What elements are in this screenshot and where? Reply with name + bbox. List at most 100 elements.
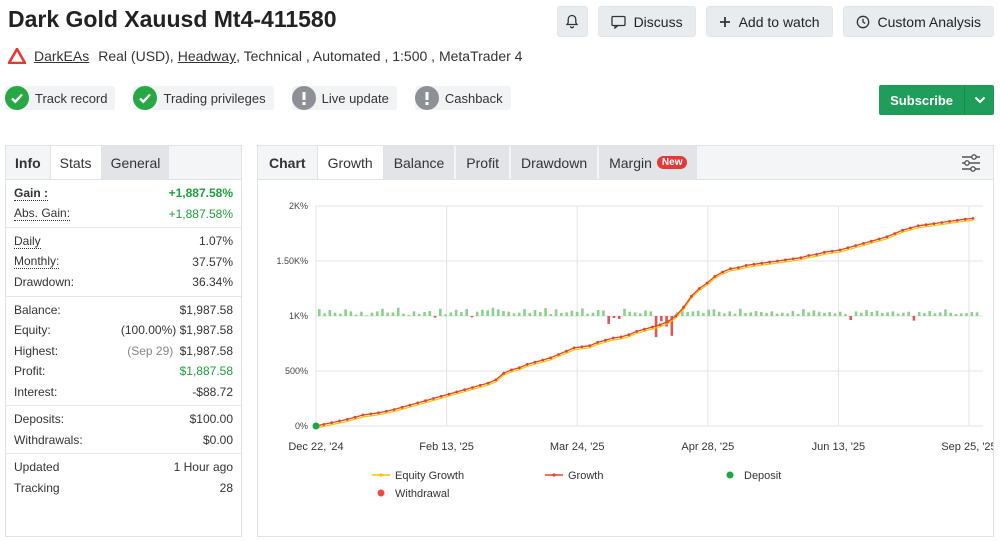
change-bar	[391, 312, 395, 316]
badge-live-update[interactable]: Live update	[291, 86, 397, 110]
growth-point	[963, 217, 967, 221]
discuss-button[interactable]: Discuss	[597, 6, 696, 37]
change-bar	[491, 307, 495, 316]
subscribe-button[interactable]: Subscribe	[879, 85, 994, 115]
stat-row: Tracking 28	[6, 478, 241, 499]
chat-icon	[610, 15, 626, 29]
tab-drawdown[interactable]: Drawdown	[510, 146, 600, 179]
growth-point	[682, 305, 686, 309]
stat-value-text: $1,987.58	[179, 323, 233, 338]
change-bar	[586, 313, 589, 316]
change-bar	[849, 316, 853, 320]
change-bar	[791, 311, 795, 316]
change-bar	[949, 312, 953, 316]
change-bar	[649, 311, 653, 316]
growth-point	[431, 397, 435, 400]
chevron-down-icon[interactable]	[964, 85, 994, 115]
badge-track-record[interactable]: Track record	[5, 86, 116, 110]
growth-point	[690, 294, 693, 298]
change-bar	[749, 312, 753, 316]
page-title: Dark Gold Xauusd Mt4-411580	[8, 6, 337, 32]
chart-panel: Chart Growth Balance Profit Drawdown Mar…	[257, 145, 994, 537]
change-bar	[717, 311, 721, 316]
tab-stats[interactable]: Stats	[49, 146, 102, 179]
stat-value-text: $1,887.58	[179, 364, 233, 379]
change-bar	[507, 311, 511, 316]
change-bar	[554, 309, 558, 316]
notify-button[interactable]	[556, 6, 588, 37]
tab-growth[interactable]: Growth	[316, 146, 384, 179]
change-bar	[318, 309, 321, 316]
change-bar	[833, 313, 837, 316]
tab-info[interactable]: Info	[15, 154, 41, 171]
change-bar	[402, 313, 405, 316]
stat-key[interactable]: Monthly:	[14, 254, 60, 270]
sliders-icon[interactable]	[961, 154, 981, 172]
change-bar	[760, 312, 763, 316]
owner-link[interactable]: DarkEAs	[34, 48, 90, 64]
stat-value: $100.00	[190, 412, 233, 426]
change-bar	[323, 313, 326, 316]
tab-margin[interactable]: Margin New	[599, 146, 700, 179]
change-bar	[770, 311, 774, 316]
change-bar	[475, 311, 479, 316]
stat-key: Withdrawals:	[14, 432, 83, 447]
change-bar	[928, 311, 931, 316]
change-bar	[670, 316, 674, 336]
broker-link[interactable]: Headway	[177, 48, 237, 64]
change-bar	[959, 313, 963, 316]
custom-analysis-button[interactable]: Custom Analysis	[842, 6, 994, 37]
change-bar	[381, 308, 384, 316]
change-bar	[681, 308, 684, 316]
change-bar	[607, 316, 611, 324]
growth-point	[572, 346, 576, 350]
growth-point	[549, 356, 553, 360]
stat-value-text: 28	[219, 480, 233, 495]
change-bar	[360, 311, 363, 316]
legend-label: Growth	[568, 470, 603, 482]
stat-row: Highest: (Sep 29) $1,987.58	[6, 341, 241, 362]
growth-point	[869, 239, 873, 243]
tab-balance[interactable]: Balance	[383, 146, 457, 179]
stat-key: Highest:	[14, 343, 59, 358]
change-bar	[686, 312, 689, 316]
growth-point	[447, 392, 451, 396]
stat-row: Deposits: $100.00	[6, 409, 241, 430]
tab-profit[interactable]: Profit	[456, 146, 511, 179]
growth-line	[315, 217, 974, 427]
stat-key[interactable]: Abs. Gain:	[14, 206, 71, 222]
badge-cashback[interactable]: Cashback	[414, 86, 511, 110]
growth-point	[783, 258, 787, 262]
growth-chart: 0% 500% 1K% 1.50K% 2K% Dec 22, '24 Feb 13, '25…	[276, 201, 993, 500]
growth-point	[471, 386, 474, 389]
stat-value-text: $1,987.58	[179, 343, 233, 358]
change-bar	[870, 312, 874, 316]
add-to-watch-label: Add to watch	[738, 13, 820, 30]
growth-point	[517, 366, 521, 370]
badge-trading-privileges[interactable]: Trading privileges	[133, 86, 274, 110]
stat-key: Tracking	[14, 480, 60, 495]
add-to-watch-button[interactable]: Add to watch	[705, 6, 833, 37]
growth-point	[596, 341, 599, 344]
change-bar	[781, 312, 784, 316]
stat-key[interactable]: Daily	[14, 233, 41, 249]
stat-row: Gain : +1,887.58%	[6, 183, 241, 204]
growth-point	[338, 419, 341, 423]
growth-point	[580, 345, 584, 349]
change-bar	[591, 312, 595, 316]
growth-point	[697, 287, 701, 290]
change-bar	[470, 316, 474, 318]
growth-point	[603, 338, 607, 342]
stat-value-text: $0.00	[202, 432, 233, 447]
change-bar	[933, 313, 937, 316]
stat-value-note: (100.00%)	[120, 323, 177, 338]
growth-point	[674, 314, 678, 318]
stat-key[interactable]: Gain :	[14, 185, 49, 201]
change-bar	[907, 311, 910, 316]
tab-general[interactable]: General	[101, 146, 170, 179]
change-bar	[407, 315, 411, 316]
growth-point	[424, 399, 427, 403]
stat-value: 28	[220, 481, 233, 495]
growth-point	[916, 224, 920, 228]
change-bar	[575, 312, 579, 316]
